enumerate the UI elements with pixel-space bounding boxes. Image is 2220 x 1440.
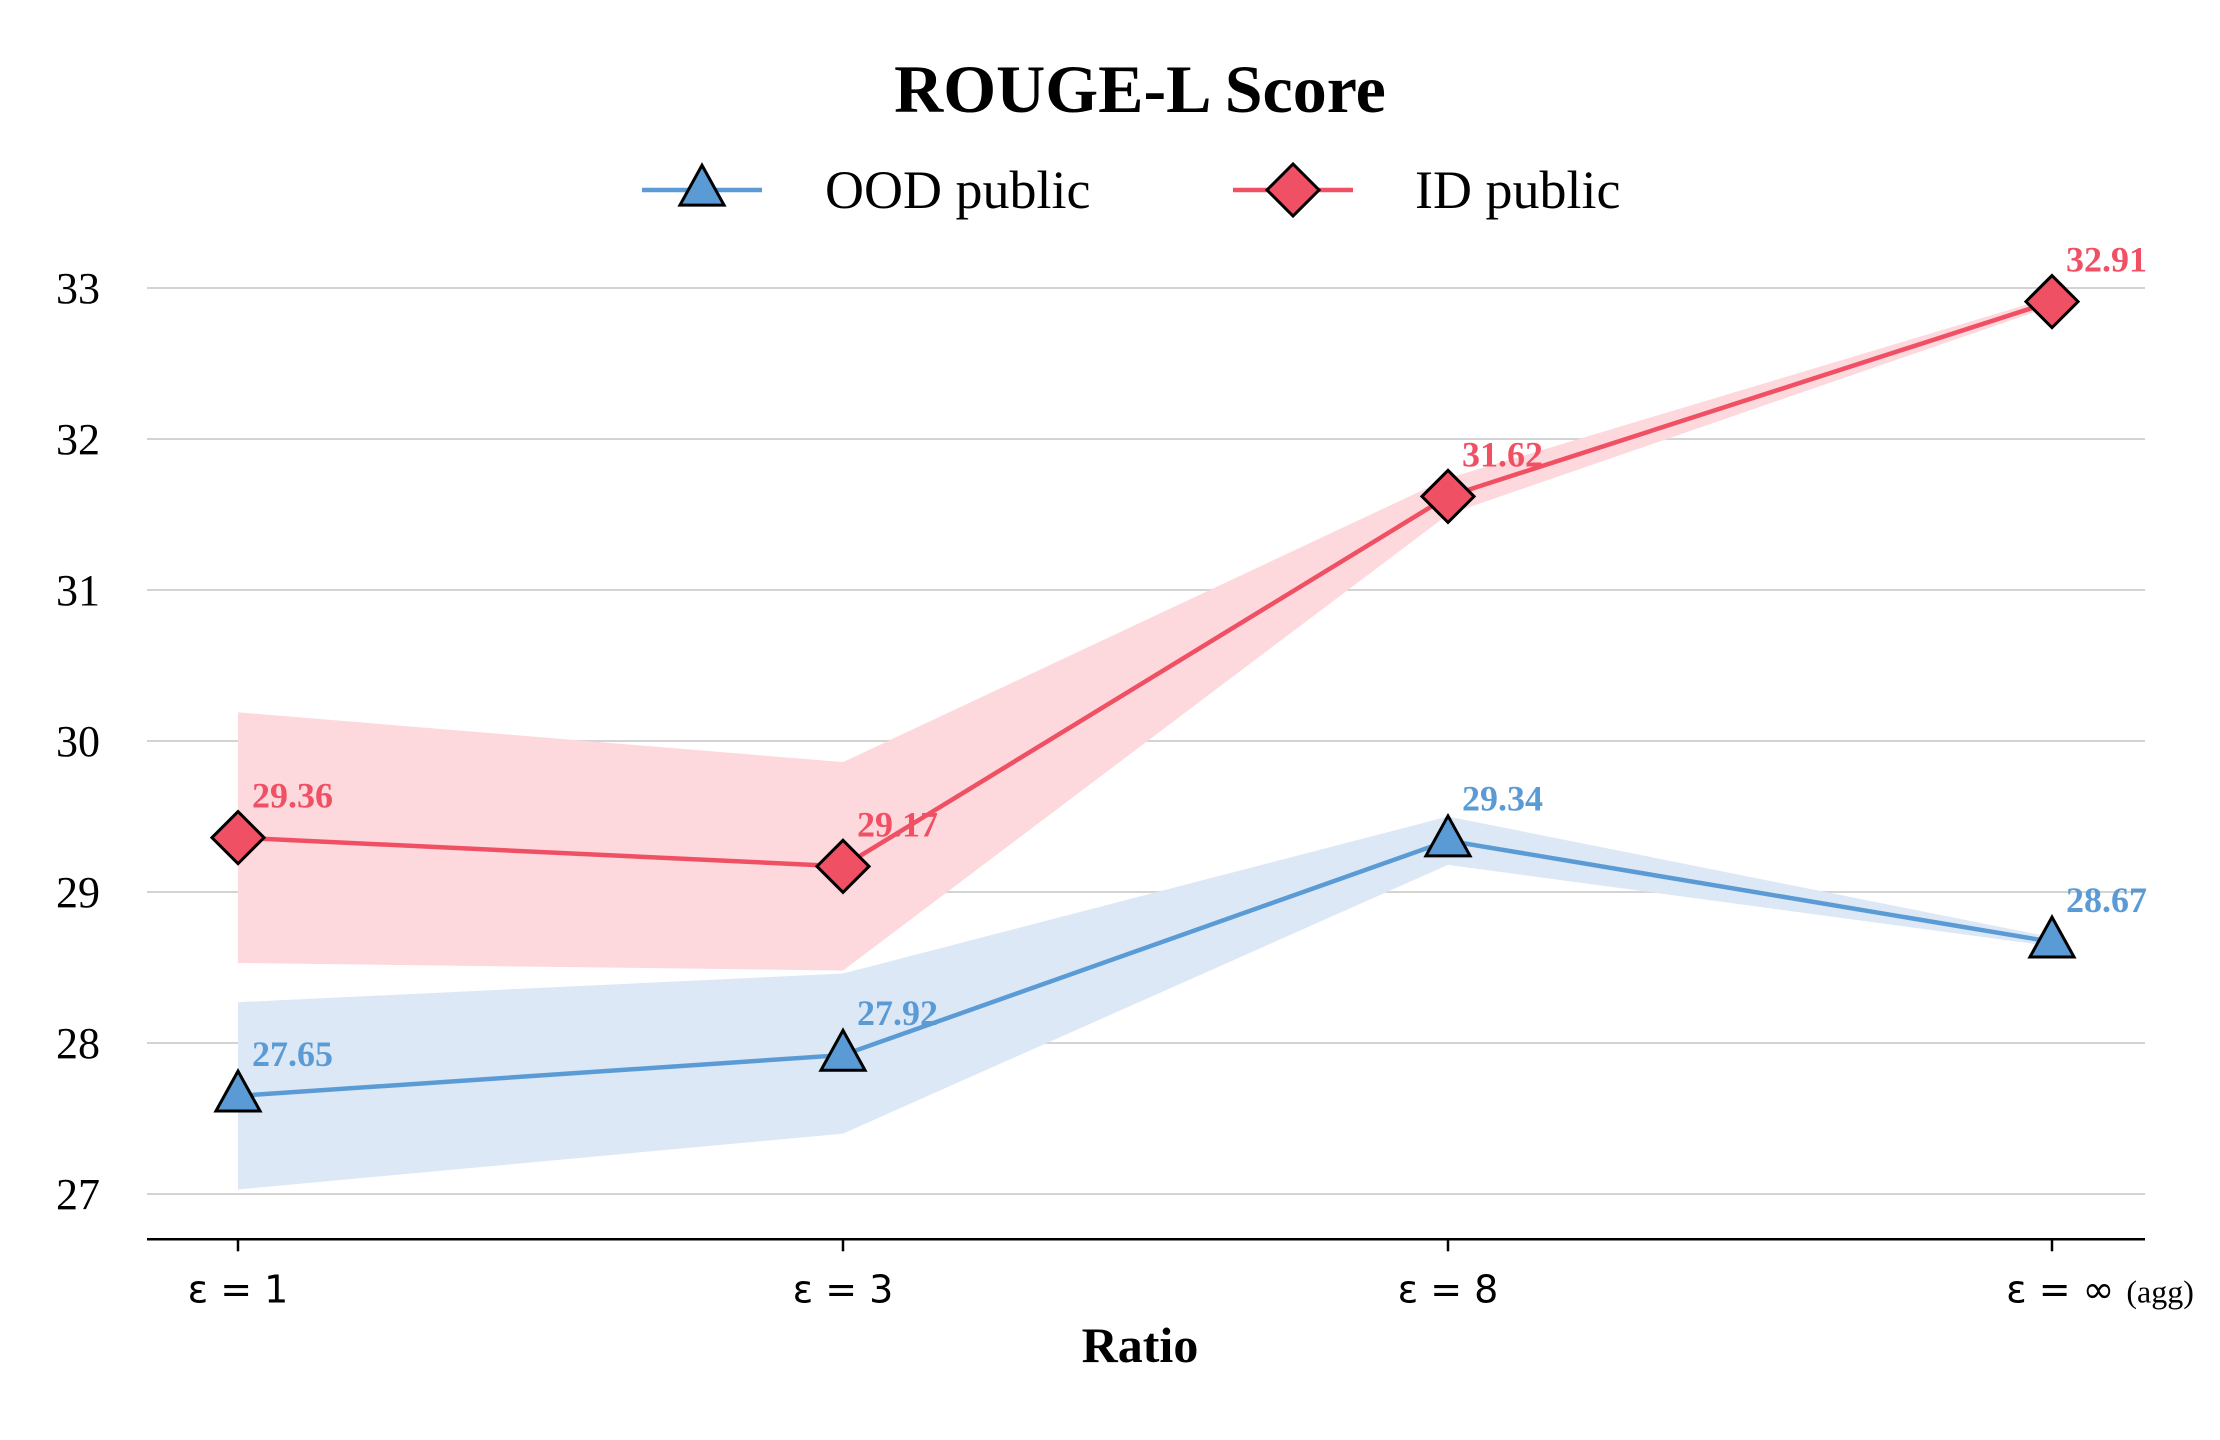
legend-item-ood-public: OOD public bbox=[642, 160, 1090, 220]
ood-public-data-label: 27.65 bbox=[252, 1034, 333, 1074]
y-tick-label: 33 bbox=[56, 264, 100, 313]
id-public-marker bbox=[1419, 468, 1477, 525]
ood-public-marker bbox=[2027, 913, 2077, 959]
id-public-marker bbox=[814, 838, 872, 895]
id-public-data-label: 29.36 bbox=[252, 776, 333, 816]
x-tick-label: ε = 3 bbox=[793, 1267, 894, 1311]
legend-swatch-marker bbox=[677, 162, 727, 207]
ood-public-data-label: 28.67 bbox=[2066, 880, 2147, 920]
legend-swatch-marker bbox=[1264, 161, 1322, 219]
ood-public-data-label: 27.92 bbox=[857, 993, 938, 1033]
y-tick-label: 28 bbox=[56, 1019, 100, 1068]
x-tick-label: ε = ∞ (agg) bbox=[2006, 1267, 2194, 1311]
y-tick-label: 29 bbox=[56, 868, 100, 917]
legend-label: OOD public bbox=[825, 160, 1090, 220]
legend: OOD public ID public bbox=[642, 160, 1620, 220]
id-public-line bbox=[237, 299, 2053, 869]
ood-public-band bbox=[238, 816, 2052, 1190]
y-tick-label: 30 bbox=[56, 717, 100, 766]
ood-public-line bbox=[237, 838, 2053, 1099]
y-axis-ticks: 27 28 29 30 31 32 33 bbox=[56, 264, 100, 1219]
id-public-data-label: 29.17 bbox=[857, 804, 938, 844]
legend-item-id-public: ID public bbox=[1233, 160, 1620, 220]
id-public-marker bbox=[209, 809, 267, 866]
id-public-data-label: 31.62 bbox=[1462, 434, 1543, 474]
ood-public-marker bbox=[213, 1068, 263, 1113]
y-tick-label: 27 bbox=[56, 1170, 100, 1219]
x-tick-label: ε = 1 bbox=[188, 1267, 289, 1311]
x-tick-label: ε = 8 bbox=[1398, 1267, 1499, 1311]
id-public-data-label: 32.91 bbox=[2066, 240, 2147, 280]
id-public-band bbox=[238, 297, 2052, 971]
legend-label: ID public bbox=[1415, 160, 1620, 220]
x-axis-ticks: ε = 1 ε = 3 ε = 8 ε = ∞ (agg) bbox=[188, 1239, 2194, 1311]
confidence-bands bbox=[238, 297, 2052, 1190]
ood-public-marker bbox=[818, 1027, 868, 1072]
series-markers bbox=[209, 273, 2081, 1113]
y-tick-label: 32 bbox=[56, 415, 100, 464]
data-labels: 27.65 27.92 29.34 28.67 29.36 29.17 31.62 32.91 bbox=[252, 240, 2147, 1074]
id-public-marker bbox=[2023, 273, 2081, 330]
series-lines bbox=[237, 299, 2053, 1099]
ood-public-data-label: 29.34 bbox=[1462, 779, 1543, 819]
ood-public-marker bbox=[1423, 812, 1473, 858]
y-tick-label: 31 bbox=[56, 566, 100, 615]
chart-title: ROUGE-L Score bbox=[894, 51, 1386, 127]
x-axis-label: Ratio bbox=[1082, 1317, 1199, 1373]
